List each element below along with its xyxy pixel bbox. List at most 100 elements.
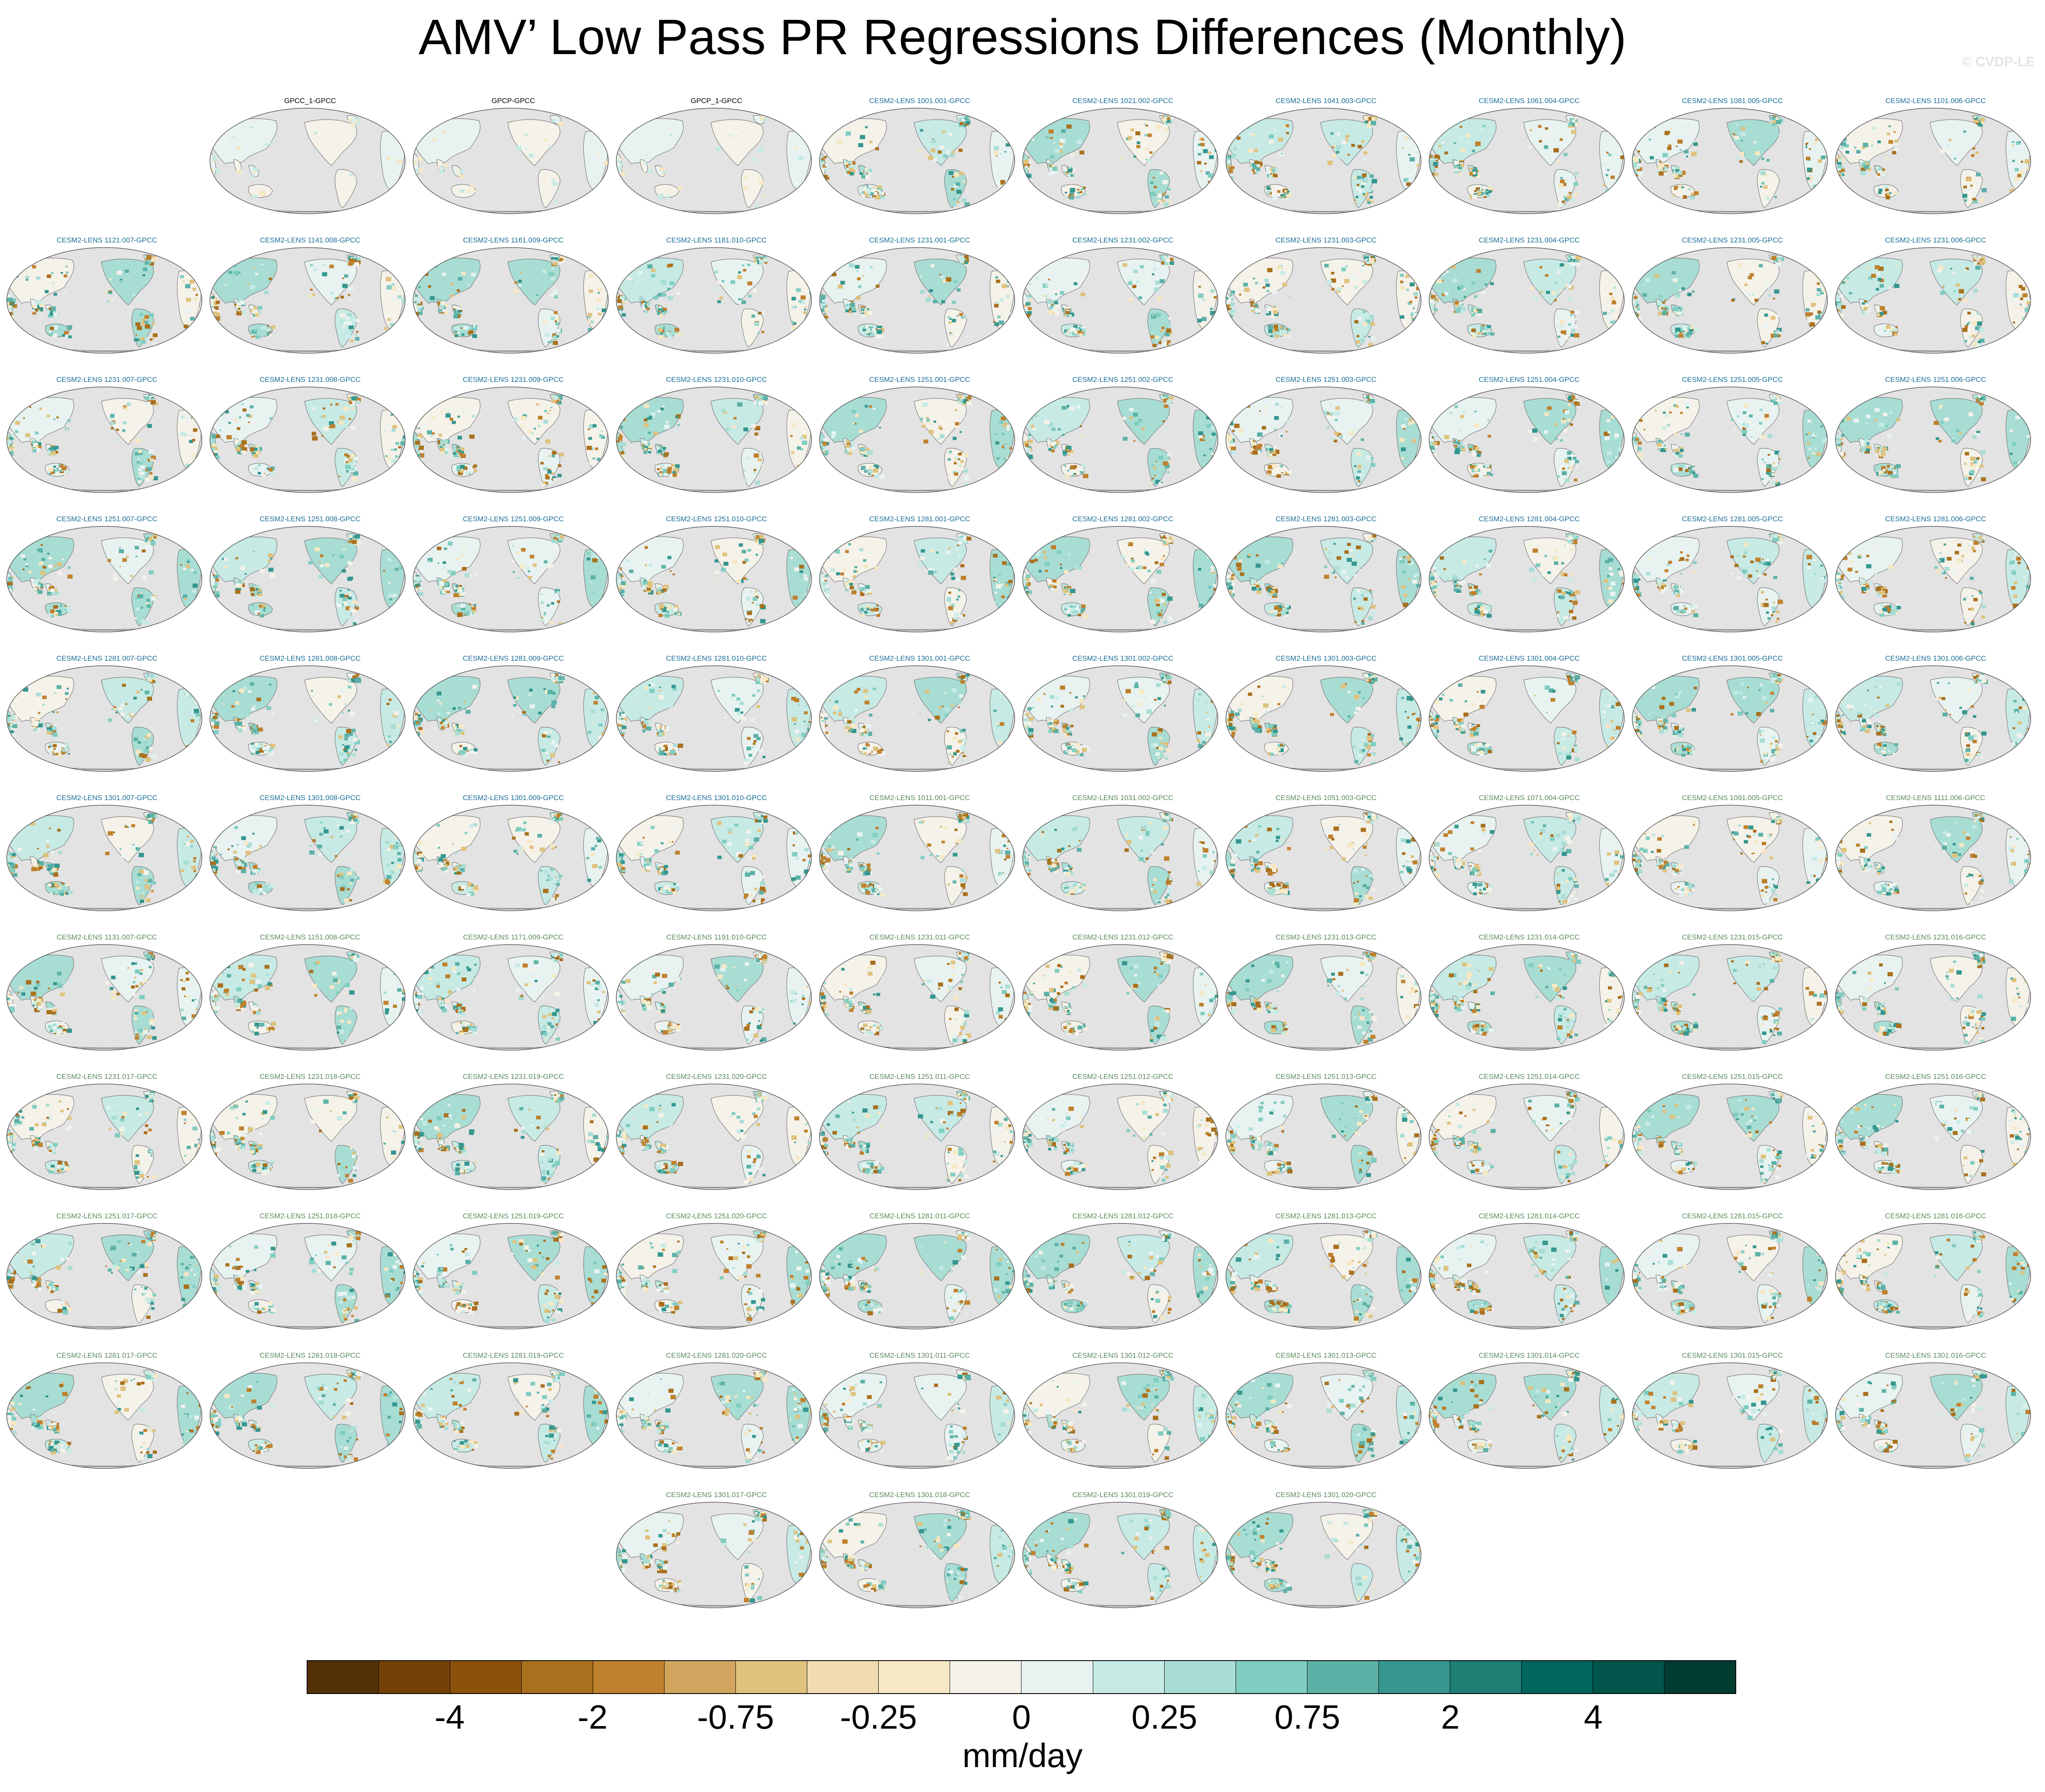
- anomaly-cell: [1364, 116, 1368, 120]
- anomaly-cell: [873, 275, 876, 278]
- anomaly-cell: [343, 406, 349, 411]
- anomaly-cell: [1286, 193, 1288, 195]
- anomaly-cell: [1805, 433, 1808, 436]
- anomaly-cell: [855, 423, 857, 425]
- anomaly-cell: [556, 329, 561, 333]
- anomaly-cell: [2020, 303, 2022, 305]
- anomaly-cell: [1430, 315, 1433, 318]
- anomaly-cell: [920, 129, 923, 132]
- anomaly-cell: [738, 298, 742, 302]
- anomaly-cell: [1558, 335, 1560, 338]
- anomaly-cell: [1773, 118, 1776, 120]
- anomaly-cell: [920, 290, 925, 294]
- anomaly-cell: [875, 328, 878, 330]
- anomaly-cell: [1771, 256, 1777, 260]
- anomaly-cell: [1348, 128, 1352, 131]
- anomaly-cell: [1070, 188, 1076, 193]
- continent-shape: [248, 184, 273, 198]
- anomaly-cell: [324, 278, 330, 283]
- anomaly-cell: [1458, 166, 1462, 170]
- anomaly-cell: [1963, 130, 1966, 133]
- anomaly-cell: [1861, 165, 1864, 167]
- anomaly-cell: [1403, 428, 1405, 430]
- anomaly-cell: [1677, 311, 1682, 316]
- anomaly-cell: [1821, 312, 1823, 314]
- anomaly-cell: [250, 285, 256, 289]
- anomaly-cell: [1564, 459, 1569, 463]
- anomaly-cell: [1054, 441, 1059, 445]
- anomaly-cell: [542, 481, 546, 484]
- anomaly-cell: [644, 445, 649, 449]
- anomaly-cell: [877, 188, 880, 190]
- anomaly-cell: [1573, 457, 1577, 460]
- anomaly-cell: [52, 325, 58, 330]
- anomaly-cell: [1201, 317, 1207, 321]
- anomaly-cell: [215, 295, 218, 298]
- anomaly-cell: [1615, 290, 1620, 294]
- map-panel: CESM2-LENS 1251.005-GPCC: [1631, 375, 1834, 502]
- anomaly-cell: [1452, 278, 1457, 283]
- anomaly-cell: [46, 274, 52, 278]
- anomaly-cell: [1838, 158, 1843, 162]
- anomaly-cell: [946, 152, 950, 156]
- anomaly-cell: [869, 195, 872, 198]
- anomaly-cell: [1435, 402, 1439, 406]
- anomaly-cell: [336, 297, 339, 299]
- anomaly-cell: [1566, 195, 1572, 199]
- anomaly-cell: [964, 477, 969, 481]
- anomaly-cell: [958, 400, 961, 403]
- continent-shape: [944, 448, 967, 487]
- anomaly-cell: [189, 280, 194, 284]
- anomaly-cell: [1773, 462, 1775, 464]
- anomaly-cell: [1894, 142, 1899, 147]
- anomaly-cell: [1739, 160, 1743, 163]
- anomaly-cell: [791, 326, 797, 330]
- anomaly-cell: [1768, 294, 1771, 297]
- anomaly-cell: [1163, 398, 1168, 403]
- anomaly-cell: [1401, 281, 1407, 286]
- anomaly-cell: [1879, 284, 1884, 288]
- anomaly-cell: [350, 339, 354, 343]
- anomaly-cell: [473, 464, 477, 468]
- anomaly-cell: [1052, 310, 1057, 314]
- anomaly-cell: [926, 419, 931, 423]
- anomaly-cell: [1673, 468, 1679, 472]
- anomaly-cell: [1370, 121, 1376, 125]
- anomaly-cell: [1065, 449, 1067, 451]
- anomaly-cell: [1471, 314, 1475, 317]
- anomaly-cell: [2012, 160, 2015, 162]
- anomaly-cell: [617, 440, 620, 443]
- anomaly-cell: [645, 310, 648, 313]
- anomaly-cell: [550, 340, 553, 343]
- anomaly-cell: [1455, 167, 1460, 172]
- anomaly-cell: [939, 274, 942, 276]
- anomaly-cell: [413, 315, 417, 318]
- map-border: [210, 108, 406, 214]
- anomaly-cell: [1161, 193, 1164, 196]
- anomaly-cell: [1677, 453, 1680, 455]
- anomaly-cell: [1227, 299, 1232, 302]
- anomaly-cell: [1162, 257, 1167, 261]
- anomaly-cell: [1775, 395, 1779, 399]
- anomaly-cell: [1024, 307, 1029, 311]
- anomaly-cell: [868, 473, 871, 475]
- anomaly-cell: [1856, 150, 1861, 154]
- anomaly-cell: [1243, 283, 1248, 287]
- anomaly-cell: [1958, 289, 1964, 294]
- anomaly-cell: [1823, 289, 1827, 293]
- map-border: [819, 108, 1015, 214]
- anomaly-cell: [821, 170, 824, 172]
- world-map: [6, 526, 202, 632]
- anomaly-cell: [928, 295, 930, 297]
- anomaly-cell: [1761, 341, 1765, 344]
- anomaly-cell: [1681, 287, 1685, 290]
- anomaly-cell: [1472, 334, 1476, 338]
- anomaly-cell: [1862, 451, 1867, 455]
- anomaly-cell: [1144, 134, 1148, 136]
- anomaly-cell: [1370, 174, 1374, 178]
- anomaly-cell: [1231, 298, 1234, 300]
- anomaly-cell: [848, 165, 852, 168]
- anomaly-cell: [1616, 463, 1620, 467]
- anomaly-cell: [1079, 191, 1083, 193]
- anomaly-cell: [1687, 335, 1691, 338]
